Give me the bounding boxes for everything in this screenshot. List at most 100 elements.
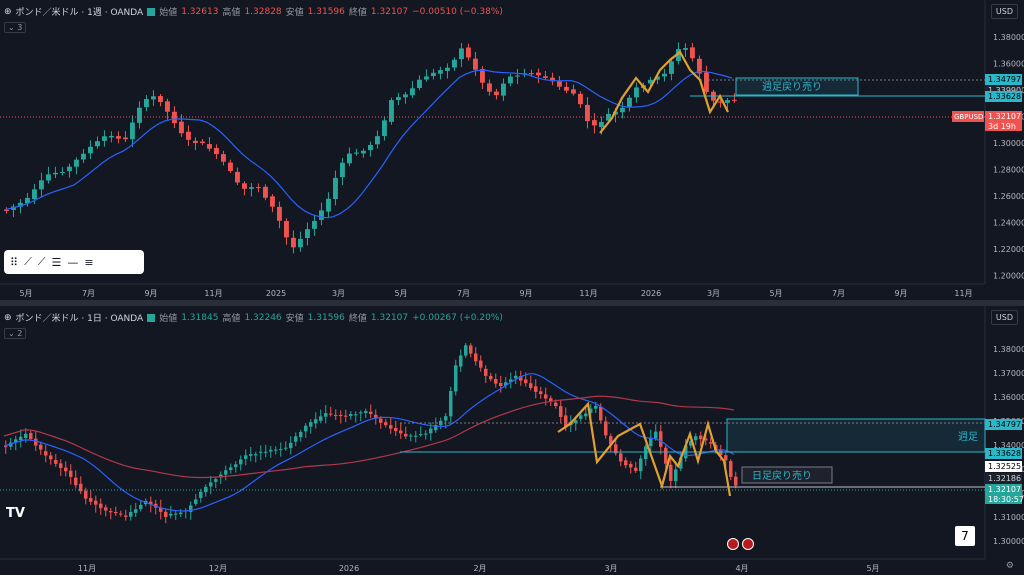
candle[interactable]: [515, 75, 520, 77]
bookmark-flag-icon[interactable]: [147, 7, 156, 16]
candle[interactable]: [224, 470, 228, 475]
candle[interactable]: [599, 122, 604, 128]
candle[interactable]: [374, 414, 378, 419]
candle[interactable]: [419, 434, 423, 436]
candle[interactable]: [25, 197, 30, 204]
candle[interactable]: [585, 104, 590, 122]
candle[interactable]: [289, 442, 293, 449]
candle[interactable]: [534, 386, 538, 392]
candle[interactable]: [501, 83, 506, 96]
candle[interactable]: [14, 439, 18, 443]
candle[interactable]: [44, 451, 48, 456]
candle[interactable]: [690, 47, 695, 59]
candle[interactable]: [99, 503, 103, 509]
candle[interactable]: [89, 497, 93, 502]
candle[interactable]: [79, 483, 83, 492]
candle[interactable]: [144, 99, 149, 108]
candle[interactable]: [354, 152, 359, 154]
sell-zone-box[interactable]: [735, 77, 859, 96]
candle[interactable]: [592, 120, 597, 126]
candle[interactable]: [179, 121, 184, 134]
candle[interactable]: [29, 433, 33, 439]
drawing-toolbar[interactable]: ⠿ ⟋ ⟋ ☰ — ≡: [4, 250, 144, 274]
bookmark-flag-icon[interactable]: [147, 313, 156, 322]
drag-handle-icon[interactable]: ⠿: [10, 255, 19, 269]
candle[interactable]: [579, 415, 583, 419]
candle[interactable]: [578, 93, 583, 105]
candle[interactable]: [249, 454, 253, 456]
candle[interactable]: [256, 187, 261, 189]
candle[interactable]: [32, 189, 37, 200]
candle[interactable]: [438, 70, 443, 74]
candle[interactable]: [34, 438, 38, 446]
candle[interactable]: [263, 186, 268, 198]
weekly-symbol[interactable]: ポンド／米ドル · 1週 · OANDA: [15, 8, 144, 18]
candle[interactable]: [699, 435, 703, 440]
candle[interactable]: [627, 97, 632, 108]
ray-icon[interactable]: ⟋: [37, 255, 46, 268]
candle[interactable]: [234, 464, 238, 468]
daily-symbol[interactable]: ポンド／米ドル · 1日 · OANDA: [15, 314, 144, 324]
currency-selector[interactable]: USD: [990, 4, 1018, 19]
candle[interactable]: [459, 48, 464, 60]
candle[interactable]: [54, 459, 58, 464]
candle[interactable]: [239, 459, 243, 465]
weekly-chart-canvas[interactable]: 1.380001.360001.340001.320001.300001.280…: [0, 0, 1024, 300]
candle[interactable]: [339, 414, 343, 417]
candle[interactable]: [299, 431, 303, 438]
candle[interactable]: [473, 58, 478, 70]
candle[interactable]: [508, 76, 513, 84]
pane-divider[interactable]: [0, 300, 1024, 306]
candle[interactable]: [359, 412, 363, 414]
candle[interactable]: [18, 202, 23, 207]
candle[interactable]: [242, 183, 247, 189]
candle[interactable]: [424, 433, 428, 435]
candle[interactable]: [494, 91, 499, 96]
candle[interactable]: [410, 88, 415, 96]
candle[interactable]: [529, 73, 534, 75]
tradingview-logo[interactable]: TV: [6, 506, 25, 521]
candle[interactable]: [214, 479, 218, 482]
candle[interactable]: [384, 422, 388, 426]
candle[interactable]: [604, 421, 608, 436]
candle[interactable]: [519, 376, 523, 381]
candle[interactable]: [349, 413, 353, 416]
candle[interactable]: [544, 394, 548, 399]
candle[interactable]: [39, 180, 44, 190]
candle[interactable]: [164, 511, 168, 517]
candle[interactable]: [417, 79, 422, 89]
candle[interactable]: [259, 451, 263, 453]
candle[interactable]: [725, 100, 730, 103]
candle[interactable]: [53, 172, 58, 175]
candle[interactable]: [364, 411, 368, 413]
candle[interactable]: [174, 513, 178, 515]
candle[interactable]: [539, 391, 543, 394]
candle[interactable]: [129, 511, 133, 517]
candle[interactable]: [169, 513, 173, 516]
candle[interactable]: [489, 375, 493, 380]
candle[interactable]: [333, 177, 338, 200]
candle[interactable]: [60, 171, 65, 173]
candle[interactable]: [655, 76, 660, 80]
candle[interactable]: [69, 470, 73, 477]
candle[interactable]: [659, 431, 663, 447]
candle[interactable]: [84, 490, 88, 499]
candle[interactable]: [207, 144, 212, 149]
candle[interactable]: [279, 449, 283, 451]
candle[interactable]: [179, 512, 183, 515]
candle[interactable]: [270, 196, 275, 207]
candle[interactable]: [319, 416, 323, 421]
candle[interactable]: [94, 500, 98, 505]
candle[interactable]: [74, 477, 78, 486]
candle[interactable]: [639, 458, 643, 472]
candle[interactable]: [629, 463, 633, 468]
candle[interactable]: [324, 413, 328, 417]
candle[interactable]: [200, 141, 205, 144]
candle[interactable]: [46, 174, 51, 181]
candle[interactable]: [709, 442, 713, 444]
settings-icon[interactable]: ⚙: [1005, 561, 1014, 571]
price-axis[interactable]: [985, 306, 1024, 575]
candle[interactable]: [305, 229, 310, 238]
candle[interactable]: [694, 436, 698, 441]
candle[interactable]: [550, 77, 555, 82]
